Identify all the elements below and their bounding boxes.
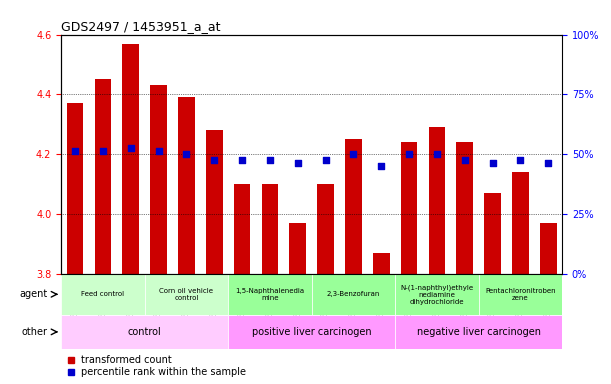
Text: positive liver carcinogen: positive liver carcinogen: [252, 327, 371, 337]
Bar: [67, 103, 83, 274]
Bar: [95, 79, 111, 274]
Point: [460, 157, 470, 163]
Bar: [178, 98, 195, 274]
Point: [348, 151, 358, 157]
Point: [126, 145, 136, 151]
Bar: [428, 127, 445, 274]
FancyBboxPatch shape: [312, 274, 395, 315]
FancyBboxPatch shape: [61, 315, 228, 349]
Point: [70, 148, 80, 154]
FancyBboxPatch shape: [145, 274, 228, 315]
Text: agent: agent: [19, 289, 47, 299]
Bar: [290, 223, 306, 274]
Bar: [512, 172, 529, 274]
FancyBboxPatch shape: [228, 274, 312, 315]
Point: [321, 157, 331, 163]
Point: [404, 151, 414, 157]
Point: [488, 160, 497, 166]
Point: [432, 151, 442, 157]
Text: Pentachloronitroben
zene: Pentachloronitroben zene: [485, 288, 555, 301]
Bar: [540, 223, 557, 274]
Bar: [317, 184, 334, 274]
Text: Feed control: Feed control: [81, 291, 125, 297]
Point: [516, 157, 525, 163]
Point: [376, 163, 386, 169]
Point: [265, 157, 275, 163]
Text: 2,3-Benzofuran: 2,3-Benzofuran: [327, 291, 380, 297]
Bar: [150, 85, 167, 274]
Point: [181, 151, 191, 157]
Text: GDS2497 / 1453951_a_at: GDS2497 / 1453951_a_at: [61, 20, 221, 33]
FancyBboxPatch shape: [228, 315, 395, 349]
Bar: [456, 142, 473, 274]
Bar: [345, 139, 362, 274]
Bar: [206, 130, 222, 274]
Point: [153, 148, 163, 154]
FancyBboxPatch shape: [478, 274, 562, 315]
Text: transformed count: transformed count: [81, 355, 172, 365]
Text: negative liver carcinogen: negative liver carcinogen: [417, 327, 541, 337]
Text: control: control: [128, 327, 161, 337]
FancyBboxPatch shape: [395, 274, 478, 315]
Point: [293, 160, 302, 166]
Bar: [401, 142, 417, 274]
Text: 1,5-Naphthalenedia
mine: 1,5-Naphthalenedia mine: [235, 288, 304, 301]
Bar: [233, 184, 251, 274]
Text: Corn oil vehicle
control: Corn oil vehicle control: [159, 288, 213, 301]
Bar: [262, 184, 278, 274]
Point: [543, 160, 553, 166]
Point: [98, 148, 108, 154]
Bar: [373, 253, 390, 274]
Text: percentile rank within the sample: percentile rank within the sample: [81, 367, 246, 377]
Text: other: other: [21, 327, 47, 337]
Bar: [484, 193, 501, 274]
Text: N-(1-naphthyl)ethyle
nediamine
dihydrochloride: N-(1-naphthyl)ethyle nediamine dihydroch…: [400, 284, 474, 305]
Point: [237, 157, 247, 163]
FancyBboxPatch shape: [61, 274, 145, 315]
Point: [210, 157, 219, 163]
Bar: [122, 43, 139, 274]
FancyBboxPatch shape: [395, 315, 562, 349]
